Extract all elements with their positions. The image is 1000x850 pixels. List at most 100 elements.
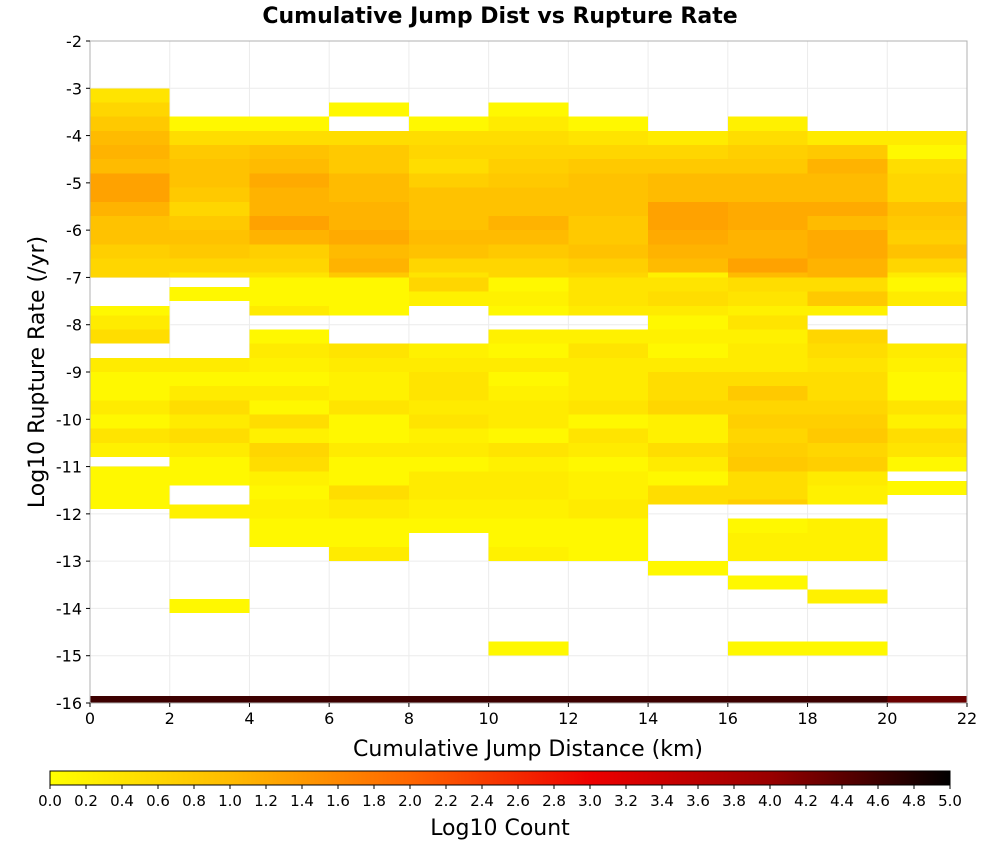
heatmap-cell (648, 329, 728, 344)
heatmap-cell (648, 315, 728, 330)
heatmap-cell (568, 695, 649, 703)
heatmap-cell (648, 400, 728, 415)
heatmap-cell (488, 145, 569, 160)
heatmap-cell (408, 471, 489, 486)
heatmap-cell (807, 386, 888, 401)
heatmap-cell (90, 130, 170, 146)
heatmap-cell (169, 258, 250, 273)
heatmap-cell (488, 485, 569, 500)
heatmap-cell (249, 244, 330, 259)
heatmap-cell (568, 372, 649, 401)
heatmap-cell (887, 130, 967, 146)
heatmap-cell (648, 145, 728, 160)
heatmap-cell (887, 357, 967, 372)
heatmap-cell (807, 230, 888, 245)
heatmap-cell (887, 442, 967, 458)
heatmap-cell (807, 244, 888, 259)
colorbar-tick-label: 4.2 (794, 792, 818, 810)
heatmap-cell (249, 372, 330, 387)
y-tick-label: -15 (56, 647, 82, 666)
heatmap-cell (169, 187, 250, 202)
colorbar-tick-label: 3.4 (650, 792, 674, 810)
heatmap-cell (568, 499, 649, 519)
colorbar-tick-label: 2.0 (398, 792, 422, 810)
heatmap-cell (568, 471, 649, 486)
x-tick-label: 6 (324, 709, 334, 728)
heatmap-cell (727, 518, 808, 533)
x-tick-label: 14 (638, 709, 658, 728)
heatmap-cell (807, 641, 888, 656)
x-axis-label: Cumulative Jump Distance (km) (353, 737, 703, 762)
heatmap-cell (568, 244, 649, 259)
colorbar-tick-label: 4.8 (902, 792, 926, 810)
heatmap-cell (648, 244, 728, 259)
heatmap-cell (90, 159, 170, 174)
heatmap-cell (568, 187, 649, 202)
heatmap-cell (727, 471, 808, 486)
y-tick-label: -3 (66, 79, 82, 98)
heatmap-cell (90, 466, 170, 486)
heatmap-cell (648, 457, 728, 472)
heatmap-cell (807, 291, 888, 306)
heatmap-cell (90, 329, 170, 344)
heatmap-cell (568, 291, 649, 306)
colorbar-tick-label: 0.6 (146, 792, 170, 810)
colorbar-tick-label: 3.8 (722, 792, 746, 810)
x-tick-label: 12 (558, 709, 578, 728)
heatmap-cell (249, 400, 330, 415)
heatmap-cell (249, 291, 330, 306)
heatmap-cell (90, 215, 170, 231)
heatmap-cell (408, 159, 489, 174)
heatmap-cell (568, 215, 649, 231)
heatmap-cell (329, 457, 409, 486)
heatmap-cell (90, 116, 170, 131)
heatmap-cell (249, 518, 330, 547)
heatmap-cell (887, 428, 967, 443)
heatmap-cell (727, 428, 808, 443)
heatmap-cell (249, 414, 330, 429)
colorbar (49, 770, 951, 786)
heatmap-cell (488, 230, 569, 245)
heatmap-cell (488, 518, 569, 533)
heatmap-cell (488, 187, 569, 202)
heatmap-cell (568, 442, 649, 458)
colorbar-tick-label: 2.2 (434, 792, 458, 810)
heatmap-cell (807, 277, 888, 292)
heatmap-cell (568, 357, 649, 372)
heatmap-cell (807, 130, 888, 146)
y-tick-label: -13 (56, 552, 82, 571)
heatmap-cell (727, 173, 808, 188)
heatmap-cell (90, 88, 170, 103)
heatmap-cell (249, 305, 330, 316)
heatmap-cell (329, 343, 409, 358)
heatmap-cell (807, 258, 888, 273)
heatmap-cell (249, 272, 330, 278)
y-tick-label: -10 (56, 410, 82, 429)
heatmap-cell (408, 215, 489, 231)
colorbar-tick-label: 1.6 (326, 792, 350, 810)
heatmap-cell (648, 201, 728, 216)
heatmap-cell (887, 372, 967, 387)
heatmap-cell (90, 442, 170, 458)
heatmap-cell (488, 428, 569, 443)
heatmap-cell (568, 201, 649, 216)
heatmap-cell (488, 386, 569, 401)
heatmap-cell (727, 315, 808, 330)
heatmap-cell (807, 201, 888, 216)
heatmap-cell (90, 315, 170, 330)
heatmap-cell (807, 695, 888, 703)
heatmap-cell (408, 272, 489, 278)
heatmap-cell (887, 277, 967, 292)
heatmap-cell (329, 272, 409, 278)
heatmap-cells (90, 88, 967, 703)
x-tick-label: 22 (957, 709, 977, 728)
heatmap-cell (727, 499, 808, 505)
heatmap-cell (169, 357, 250, 372)
heatmap-cell (329, 215, 409, 231)
heatmap-cell (169, 457, 250, 486)
y-tick-label: -9 (66, 363, 82, 382)
heatmap-cell (408, 201, 489, 216)
heatmap-cell (169, 400, 250, 415)
heatmap-cell (488, 258, 569, 273)
heatmap-cell (90, 272, 170, 278)
